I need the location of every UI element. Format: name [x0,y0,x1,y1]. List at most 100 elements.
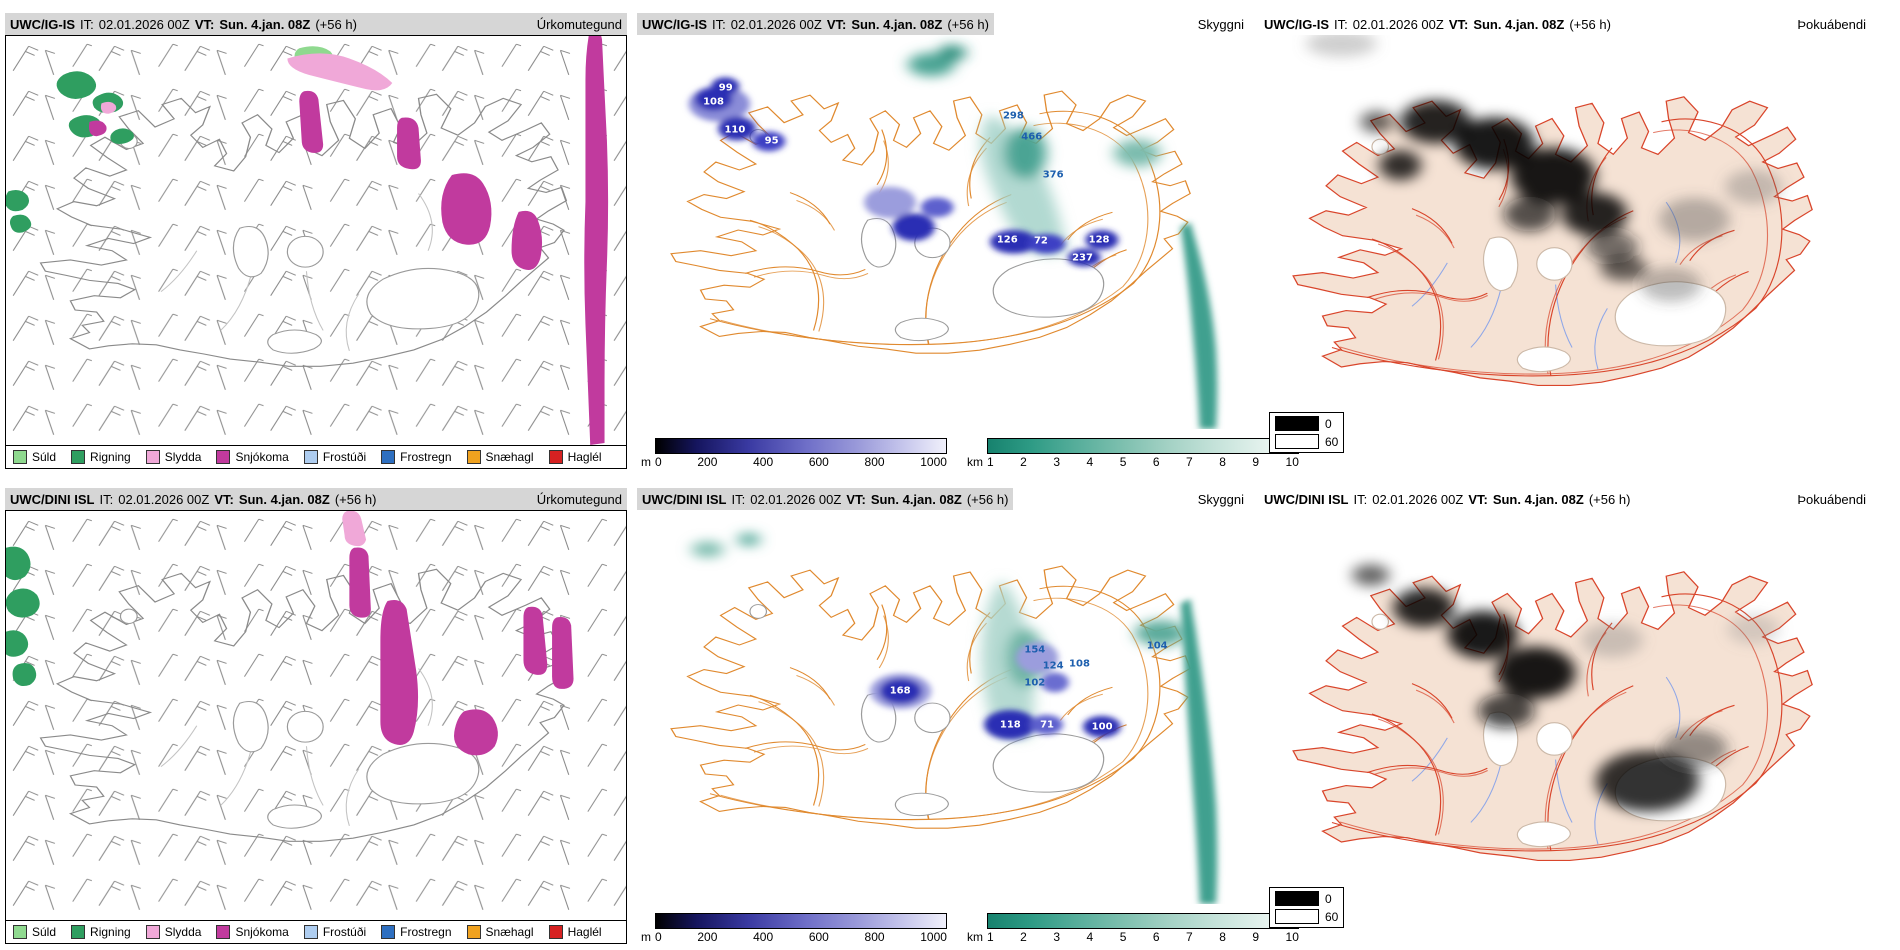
tick-label: 1000 [920,455,947,469]
legend-item: Rigning [71,925,131,939]
fog-map-dini: 0 60 [1259,510,1871,944]
legend-label: Snæhagl [485,450,534,464]
snow-areas [349,547,574,756]
lead-time: (+56 h) [315,16,357,32]
legend-item: Haglél [548,925,602,939]
legend-item: Frostúði [303,450,367,464]
legend-swatch [381,925,396,939]
visibility-gradient [987,438,1299,454]
init-time-label: IT: [1353,491,1368,507]
lead-time: (+56 h) [947,16,989,32]
fog-map-igis: 0 60 [1259,35,1871,469]
init-time-value: 02.01.2026 00Z [1372,491,1464,507]
init-time-label: IT: [712,16,726,32]
tick-label: 7 [1186,930,1193,944]
cloudbase-colorbar: m 0 200 400 600 800 1000 [641,438,947,469]
snow-areas [88,36,609,445]
precip-map-svg [6,511,626,920]
model-name: UWC/DINI ISL [1264,491,1349,507]
legend-label: Frostúði [322,450,367,464]
panel-header: UWC/IG-IS IT: 02.01.2026 00Z VT: Sun. 4.… [1259,13,1871,35]
fog-value: 0 [1325,891,1332,906]
fog-legend-row: 60 [1275,909,1338,924]
colorbar-ticks: 0 200 400 600 800 1000 [655,455,947,469]
tick-label: 400 [753,455,774,469]
panel-header: UWC/DINI ISL IT: 02.01.2026 00Z VT: Sun.… [637,488,1249,510]
panel-dini-precip: UWC/DINI ISL IT: 02.01.2026 00Z VT: Sun.… [0,475,632,950]
field-label: Skyggni [1197,491,1244,507]
legend-label: Snjókoma [235,925,289,939]
precip-legend: Súld Rigning Slydda Snjókoma Frostúði Fr… [6,920,626,943]
legend-label: Frostregn [400,450,452,464]
model-name: UWC/IG-IS [642,16,707,32]
tick-label: 6 [1152,930,1160,944]
tick-label: 4 [1086,930,1094,944]
sleet-area [342,511,367,547]
tick-label: 2 [1020,455,1027,469]
panel-dini-fog: UWC/DINI ISL IT: 02.01.2026 00Z VT: Sun.… [1254,475,1876,950]
model-name: UWC/IG-IS [10,16,75,32]
precip-map-dini [6,511,626,920]
legend-swatch [548,925,563,939]
legend-swatch [548,450,563,464]
init-time-value: 02.01.2026 00Z [750,491,842,507]
tick-label: 3 [1053,930,1061,944]
tick-label: 1 [987,455,994,469]
fog-legend-row: 0 [1275,891,1338,906]
fog-areas [1306,35,1782,302]
precip-areas [6,511,574,756]
legend-swatch [145,925,160,939]
legend-swatch [466,925,481,939]
legend-item: Snjókoma [216,450,289,464]
fog-areas [1351,564,1780,812]
visibility-band-offshore [1180,222,1218,429]
legend-label: Snjókoma [235,450,289,464]
valid-time-value: Sun. 4.jan. 08Z [238,491,330,507]
legend-item: Haglél [548,450,602,464]
tick-label: 1000 [920,930,947,944]
panel-igis-fog: UWC/IG-IS IT: 02.01.2026 00Z VT: Sun. 4.… [1254,0,1876,475]
tick-label: 600 [808,455,829,469]
map-frame: 0 60 [1259,510,1871,944]
tick-label: 400 [753,930,774,944]
fog-legend: 0 60 [1269,412,1345,453]
legend-item: Súld [13,925,56,939]
legend-label: Rigning [90,450,131,464]
cloudbase-areas [870,641,1121,740]
legend-item: Rigning [71,450,131,464]
model-name: UWC/DINI ISL [642,491,727,507]
model-name: UWC/DINI ISL [10,491,95,507]
tick-label: 8 [1219,930,1226,944]
tick-label: 10 [1285,455,1299,469]
lead-time: (+56 h) [334,491,377,507]
visibility-map-svg [670,44,1218,429]
init-time-label: IT: [80,16,94,32]
tick-label: 1 [987,930,994,944]
map-frame: 154 124 102 108 104 168 118 71 100 m [637,510,1299,944]
tick-label: 7 [1186,455,1193,469]
visibility-areas [907,44,1161,255]
coastline [670,565,1191,829]
legend-item: Snæhagl [466,925,534,939]
valid-time-value: Sun. 4.jan. 08Z [870,491,962,507]
init-time-value: 02.01.2026 00Z [1352,16,1444,32]
legend-label: Rigning [90,925,131,939]
fog-swatch-black [1275,891,1319,906]
precip-map-svg [6,36,626,445]
sleet-areas [100,53,393,114]
colorbar-unit: m [641,930,651,944]
legend-label: Frostregn [400,925,452,939]
valid-time-label: VT: [194,16,215,32]
map-frame: 108 99 110 95 298 466 376 126 72 128 237… [637,35,1299,469]
fog-legend-row: 0 [1275,416,1338,431]
legend-label: Slydda [164,450,202,464]
lead-time: (+56 h) [1588,491,1631,507]
visibility-gradient [987,913,1299,929]
fog-map-svg [1292,35,1813,387]
valid-time-value: Sun. 4.jan. 08Z [1473,16,1565,32]
legend-item: Súld [13,450,56,464]
legend-swatch [303,450,318,464]
legend-swatch [71,925,86,939]
legend-swatch [216,925,231,939]
